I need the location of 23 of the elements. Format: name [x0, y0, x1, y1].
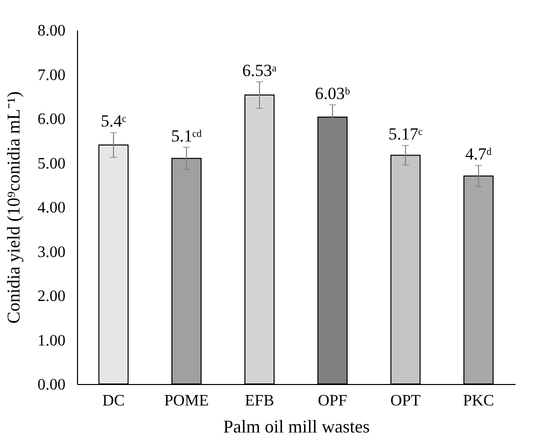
data-label: 4.7ᵈ [465, 144, 492, 164]
y-axis-title: Conidia yield (10⁹conidia mL⁻¹) [4, 91, 24, 324]
y-tick-label: 3.00 [38, 244, 66, 261]
y-tick-label: 4.00 [38, 200, 66, 216]
x-tick-label: POME [164, 392, 209, 410]
y-tick-label: 8.00 [38, 22, 66, 40]
data-label: 5.17ᶜ [388, 124, 424, 144]
x-tick-label: PKC [462, 392, 494, 410]
data-label: 6.53ᵃ [242, 60, 278, 80]
data-label: 5.1ᶜᵈ [171, 126, 202, 146]
y-tick-label: 6.00 [38, 111, 66, 128]
data-label: 5.4ᶜ [100, 112, 127, 131]
y-tick-label: 2.00 [38, 288, 66, 305]
x-tick-label: DC [102, 392, 125, 410]
y-tick-label: 5.00 [38, 155, 66, 172]
y-tick-label: 0.00 [38, 376, 66, 394]
data-label: 6.03ᵇ [314, 84, 350, 103]
y-tick-label: 7.00 [38, 66, 66, 84]
y-tick-label: 1.00 [38, 332, 66, 350]
x-tick-label: EFB [244, 392, 274, 410]
x-axis-title: Palm oil mill wastes [223, 416, 370, 436]
x-tick-label: OPF [318, 392, 348, 410]
x-tick-label: OPT [390, 392, 421, 410]
